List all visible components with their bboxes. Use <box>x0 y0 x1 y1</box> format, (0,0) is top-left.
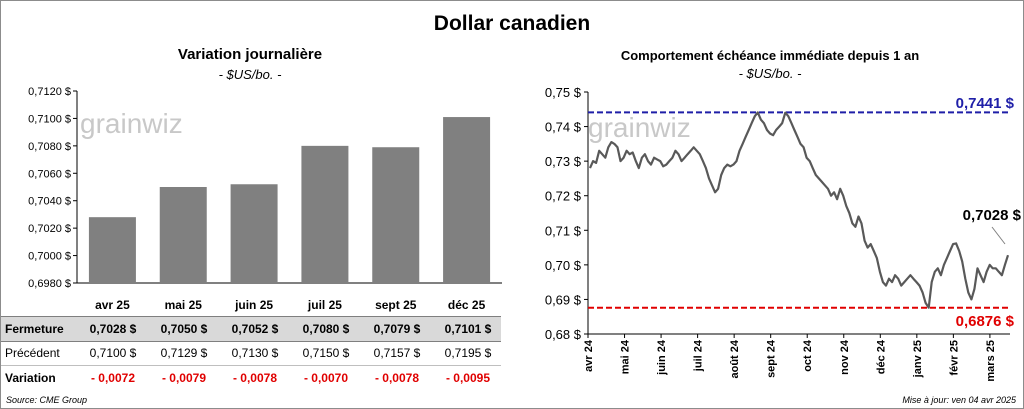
y-tick-label: 0,75 $ <box>545 85 582 100</box>
table-cell: 0,7195 $ <box>444 346 492 360</box>
watermark-logo: grainwiz <box>80 108 183 139</box>
right-chart-unit: - $US/bo. - <box>738 66 802 81</box>
bar <box>88 217 136 283</box>
bar <box>443 117 491 283</box>
watermark-logo: grainwiz <box>588 112 691 143</box>
y-tick-label: 0,70 $ <box>545 258 582 273</box>
y-tick-label: 0,73 $ <box>545 154 582 169</box>
table-cell: - 0,0078 <box>232 371 278 385</box>
x-tick-label: juil 24 <box>693 339 705 372</box>
y-tick-label: 0,68 $ <box>545 327 582 342</box>
table-cell: 0,7052 $ <box>231 322 279 336</box>
y-tick-label: 0,7100 $ <box>28 113 71 125</box>
table-cell: - 0,0095 <box>445 371 491 385</box>
row-label: Fermeture <box>5 322 64 336</box>
x-tick-label: août 24 <box>729 339 741 378</box>
y-tick-label: 0,7120 $ <box>28 86 71 98</box>
series-line <box>588 111 1010 309</box>
table-cell: 0,7130 $ <box>231 346 279 360</box>
table-cell: 0,7079 $ <box>373 322 421 336</box>
table-row-close: Fermeture 0,7028 $ 0,7050 $ 0,7052 $ 0,7… <box>1 316 501 342</box>
y-tick-label: 0,6980 $ <box>28 278 71 290</box>
last-value-label: 0,7028 $ <box>963 207 1022 224</box>
low-value-label: 0,6876 $ <box>956 313 1015 330</box>
table-cell: 0,7157 $ <box>373 346 421 360</box>
table-cell: 0,7150 $ <box>302 346 350 360</box>
source-note: Source: CME Group <box>6 395 88 405</box>
bar <box>301 145 349 283</box>
x-tick-label: déc 24 <box>875 339 887 374</box>
x-tick-label: janv 25 <box>912 340 924 378</box>
update-note: Mise à jour: ven 04 avr 2025 <box>902 395 1016 405</box>
x-tick-label: sept 25 <box>375 298 417 312</box>
x-tick-label: juin 24 <box>656 339 668 376</box>
table-row-variation: Variation - 0,0072 - 0,0079 - 0,0078 - 0… <box>1 366 501 390</box>
x-tick-label: avr 24 <box>583 339 595 372</box>
table-cell: - 0,0079 <box>161 371 207 385</box>
x-tick-label: avr 25 <box>95 298 130 312</box>
x-tick-label: juil 25 <box>307 298 342 312</box>
x-tick-label: juin 25 <box>234 298 273 312</box>
table-cell: - 0,0070 <box>303 371 349 385</box>
x-tick-label: mai 25 <box>165 298 203 312</box>
bar <box>159 187 207 283</box>
y-tick-label: 0,72 $ <box>545 189 582 204</box>
x-tick-label: sept 24 <box>766 339 778 378</box>
last-value-leader <box>991 226 1006 245</box>
line-chart: grainwiz 0,68 $ 0,69 $ 0,70 $ 0,71 $ 0,72 $ 0… <box>545 85 1022 382</box>
table-row-previous: Précédent 0,7100 $ 0,7129 $ 0,7130 $ 0,7… <box>1 341 501 366</box>
left-chart-title: Variation journalière <box>177 46 323 63</box>
x-tick-label: oct 24 <box>802 339 814 372</box>
bar <box>230 184 278 283</box>
y-tick-label: 0,69 $ <box>545 292 582 307</box>
row-label: Précédent <box>5 346 60 360</box>
y-tick-label: 0,7060 $ <box>28 168 71 180</box>
x-tick-label: déc 25 <box>448 298 486 312</box>
table-cell: 0,7101 $ <box>444 322 492 336</box>
table-cell: 0,7080 $ <box>302 322 350 336</box>
page-title: Dollar canadien <box>433 12 591 35</box>
x-tick-label: mai 24 <box>620 339 632 374</box>
y-tick-label: 0,7040 $ <box>28 196 71 208</box>
y-tick-label: 0,74 $ <box>545 120 582 135</box>
table-cell: - 0,0078 <box>374 371 420 385</box>
high-value-label: 0,7441 $ <box>956 95 1015 112</box>
bar-chart: grainwiz 0,6980 $ 0,7000 $ 0,7020 $ 0,7040 … <box>28 86 502 312</box>
y-tick-label: 0,7000 $ <box>28 251 71 263</box>
y-tick-label: 0,71 $ <box>545 223 582 238</box>
row-label: Variation <box>5 371 56 385</box>
x-tick-label: févr 25 <box>948 340 960 375</box>
table-cell: 0,7050 $ <box>160 322 208 336</box>
bar <box>372 147 420 283</box>
y-tick-label: 0,7020 $ <box>28 223 71 235</box>
y-tick-label: 0,7080 $ <box>28 141 71 153</box>
x-tick-label: mars 25 <box>985 340 997 382</box>
table-cell: - 0,0072 <box>90 371 136 385</box>
table-cell: 0,7028 $ <box>89 322 137 336</box>
right-chart-title: Comportement échéance immédiate depuis 1… <box>620 48 920 63</box>
table-cell: 0,7100 $ <box>89 346 137 360</box>
table-cell: 0,7129 $ <box>160 346 208 360</box>
x-tick-label: nov 24 <box>839 339 851 375</box>
left-chart-unit: - $US/bo. - <box>218 67 282 82</box>
